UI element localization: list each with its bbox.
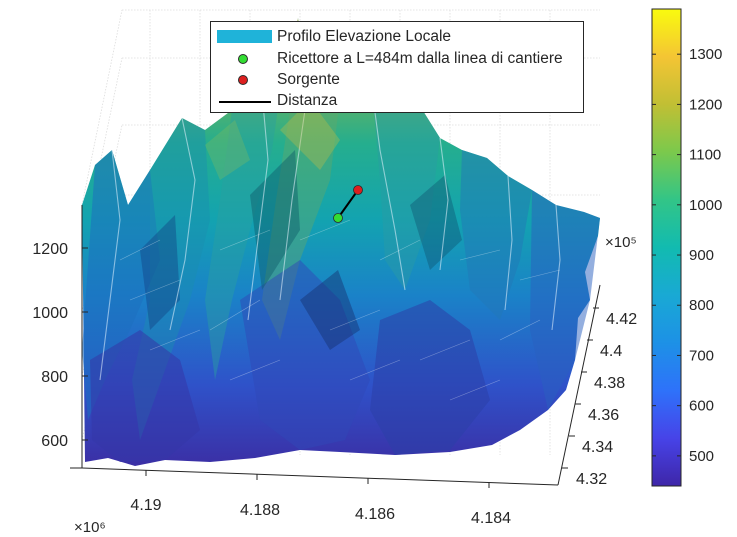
- legend-label-elevation: Profilo Elevazione Locale: [277, 28, 452, 45]
- source-marker: [353, 185, 363, 195]
- legend-swatch-elevation: [217, 30, 272, 43]
- legend-label-distance: Distanza: [277, 92, 338, 109]
- legend-entry-source: Sorgente: [211, 70, 583, 92]
- legend: Profilo Elevazione Locale Ricettore a L=…: [210, 21, 584, 113]
- y-tick-label-4.42: 4.42: [606, 311, 637, 328]
- colorbar-ticks: 500 600 700 800 900 1000 1100 1200 1300: [652, 46, 722, 465]
- distance-overlay: [333, 185, 363, 223]
- x-tick-label-4.184: 4.184: [471, 510, 511, 527]
- colorbar-tick-label-800: 800: [689, 297, 714, 314]
- y-tick-label-4.4: 4.4: [600, 343, 622, 360]
- colorbar-tick-label-1100: 1100: [689, 147, 721, 164]
- z-tick-label-800: 800: [41, 369, 68, 386]
- x-tick-label-4.19: 4.19: [130, 497, 161, 514]
- colorbar-tick-label-1300: 1300: [689, 46, 722, 63]
- axes-lines: [70, 205, 601, 486]
- legend-entry-elevation: Profilo Elevazione Locale: [211, 27, 583, 49]
- colorbar-tick-label-1200: 1200: [689, 96, 722, 113]
- colorbar-tick-label-900: 900: [689, 247, 714, 264]
- y-tick-label-4.34: 4.34: [582, 439, 613, 456]
- y-tick-label-4.38: 4.38: [594, 375, 625, 392]
- colorbar-tick-label-700: 700: [689, 347, 714, 364]
- colorbar-tick-label-500: 500: [689, 448, 714, 465]
- z-tick-label-1000: 1000: [32, 305, 68, 322]
- legend-marker-source: [238, 75, 248, 85]
- z-axis-tick-labels: 1200 1000 800 600: [32, 241, 68, 450]
- x-tick-label-4.188: 4.188: [240, 502, 280, 519]
- y-axis-ticks: [562, 307, 599, 469]
- x-axis-exponent: ×10⁶: [74, 519, 106, 536]
- legend-marker-receptor: [238, 54, 248, 64]
- x-tick-label-4.186: 4.186: [355, 506, 395, 523]
- colorbar-tick-label-1000: 1000: [689, 197, 722, 214]
- colorbar-tick-label-600: 600: [689, 398, 714, 415]
- x-axis-tick-labels: 4.19 4.188 4.186 4.184: [130, 497, 511, 527]
- z-axis-ticks: [82, 247, 88, 441]
- legend-line-distance: [219, 101, 271, 103]
- z-tick-label-1200: 1200: [32, 241, 68, 258]
- y-tick-label-4.32: 4.32: [576, 471, 607, 488]
- z-tick-label-600: 600: [41, 433, 68, 450]
- colorbar: [651, 8, 682, 487]
- legend-label-source: Sorgente: [277, 71, 340, 88]
- y-tick-label-4.36: 4.36: [588, 407, 619, 424]
- y-axis-exponent: ×10⁵: [605, 234, 637, 251]
- legend-entry-distance: Distanza: [211, 91, 583, 113]
- distance-line: [337, 189, 359, 219]
- receptor-marker: [333, 213, 343, 223]
- legend-entry-receptor: Ricettore a L=484m dalla linea di cantie…: [211, 49, 583, 71]
- legend-label-receptor: Ricettore a L=484m dalla linea di cantie…: [277, 50, 563, 67]
- x-axis-ticks: [145, 470, 490, 488]
- y-axis-tick-labels: 4.32 4.34 4.36 4.38 4.4 4.42: [576, 311, 637, 488]
- terrain-surface: [82, 17, 600, 466]
